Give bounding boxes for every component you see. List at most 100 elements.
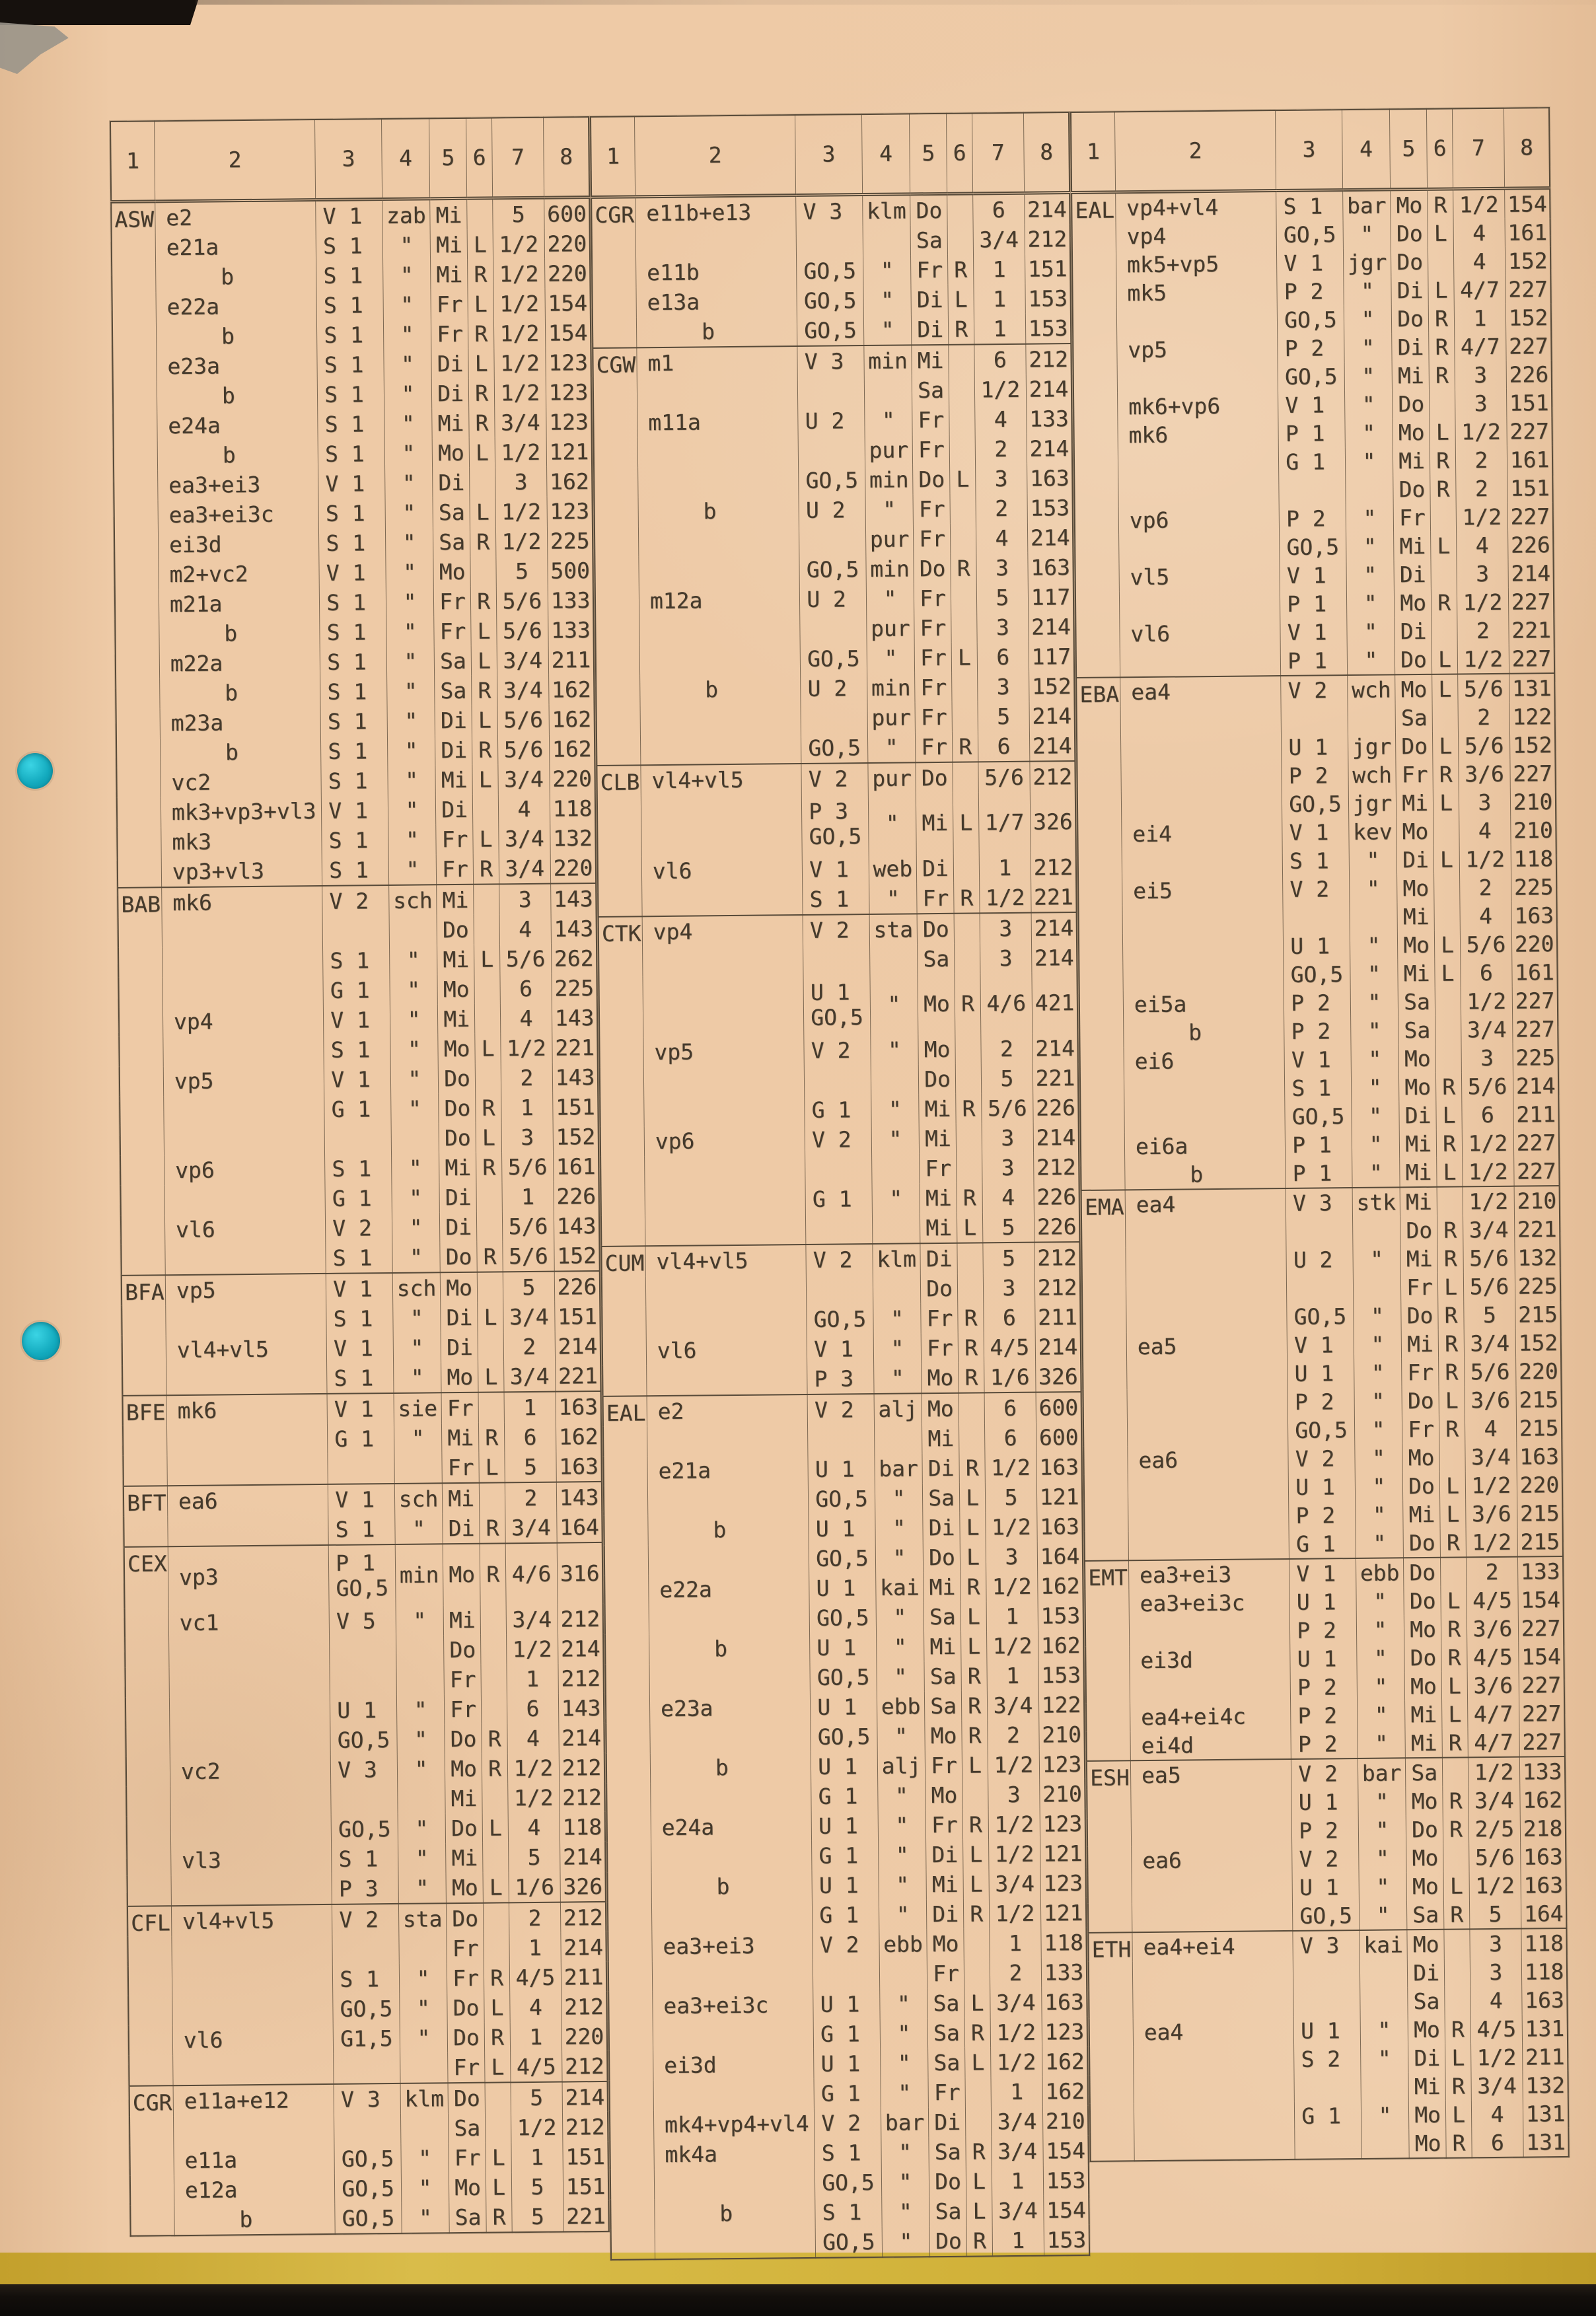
cell-class xyxy=(324,1123,392,1154)
cell-number: 162 xyxy=(1044,2048,1085,2075)
cell-fraction: 3 xyxy=(499,883,552,915)
cell-item: e11a xyxy=(173,2144,335,2176)
cell-side: L xyxy=(1439,1386,1465,1415)
cell-item: ei6 xyxy=(1123,1045,1285,1076)
cell-fraction: 3/4 xyxy=(991,2136,1044,2167)
cell-number: 215 xyxy=(1519,1386,1559,1413)
cell-day: Mi xyxy=(439,1152,477,1183)
cell-fraction: 3 xyxy=(976,552,1029,583)
table-row: mk4a S 1 " Sa R 3/4 154 xyxy=(610,2136,1088,2170)
cell-item: mk3+vp3+vl3 xyxy=(161,795,322,828)
cell-number: 133 xyxy=(550,587,591,614)
table-row: EMA ea4 V 3 stk Mi 1/2 210 xyxy=(1081,1186,1560,1561)
cell-class: GO,5 xyxy=(811,1721,877,1752)
table-row: U 1 " Mo L 1/2 163 xyxy=(1088,1871,1566,1904)
cell-code: klm xyxy=(862,194,911,227)
cell-number: 151 xyxy=(1509,474,1550,501)
cell-class xyxy=(332,1934,400,1965)
cell-side: R xyxy=(484,1963,510,1993)
cell-day: Mi xyxy=(1396,788,1434,818)
cell-fraction: 4 xyxy=(1465,1414,1517,1443)
cell-side xyxy=(949,404,975,435)
cell-day: Di xyxy=(435,705,472,736)
cell-fraction: 1/2 xyxy=(493,347,546,379)
cell-side: L xyxy=(961,1631,987,1661)
column-number: 6 xyxy=(946,113,973,194)
cell-class: S 1 xyxy=(319,587,386,618)
cell-side: L xyxy=(964,2047,991,2078)
cell-class: S 1 xyxy=(815,2196,882,2227)
cell-number: 143 xyxy=(555,1064,595,1091)
cell-number: 210 xyxy=(1513,816,1553,844)
table-row: GO,5 " Mi L 4 226 xyxy=(1075,530,1553,563)
section-bfa-1: BFA vp5 V 1 sch Mo 5 226 S 1 " Di L 3/4 151 vl4+vl5 V … xyxy=(121,1270,601,1396)
cell-code: " xyxy=(1352,1130,1400,1159)
cell-side: R xyxy=(1433,760,1459,789)
cell-code: " xyxy=(393,1362,442,1393)
cell-item xyxy=(166,1424,328,1456)
cell-side: R xyxy=(1437,1244,1463,1273)
cell-item: vp4+vl4 xyxy=(1115,190,1277,223)
cell-class: V 1 xyxy=(326,1332,394,1363)
cell-class: S 1 xyxy=(320,706,388,737)
cell-fraction: 5/6 xyxy=(495,585,548,616)
cell-item: e22a xyxy=(155,291,317,322)
cell-number: 326 xyxy=(1033,809,1073,835)
cell-code: " xyxy=(1356,1672,1405,1701)
cell-day: Mi xyxy=(437,1003,476,1034)
cell-class: V 1 xyxy=(318,468,385,499)
cell-side xyxy=(964,1928,990,1959)
cell-class: GO,5 xyxy=(809,1602,877,1633)
cell-side: R xyxy=(961,1661,988,1691)
cell-fraction: 4 xyxy=(1453,246,1505,276)
cell-class: V 1 xyxy=(315,199,382,232)
cell-fraction: 5/6 xyxy=(496,615,549,646)
table-row: ei3d U 1 " Sa L 1/2 162 xyxy=(609,2046,1087,2081)
cell-day: Mi xyxy=(1393,446,1431,476)
cell-fraction: 3 xyxy=(982,1152,1034,1183)
cell-day: Mi xyxy=(430,259,468,290)
cell-fraction: 1/2 xyxy=(507,1782,560,1813)
cell-fraction: 1 xyxy=(991,2165,1044,2196)
cell-item xyxy=(1121,790,1282,820)
cell-side: L xyxy=(1440,1500,1466,1529)
cell-class: G 1 xyxy=(323,974,390,1005)
cell-fraction: 4 xyxy=(507,1812,560,1843)
cell-number: 262 xyxy=(554,945,594,972)
cell-item: m22a xyxy=(159,647,320,679)
cell-fraction: 5/6 xyxy=(1457,673,1510,704)
table-row: GO,5 " Sa R 5 164 xyxy=(1088,1899,1566,1933)
cell-class: GO,5 xyxy=(1279,532,1346,562)
cell-side: R xyxy=(484,2022,511,2052)
table-row: GO,5 " Fr R 6 211 xyxy=(602,1302,1080,1336)
cell-number: 226 xyxy=(1509,361,1549,388)
cell-class: V 1 xyxy=(328,1483,395,1515)
cell-day: Fr xyxy=(914,672,953,703)
table-row: e24a S 1 " Mi R 3/4 123 xyxy=(113,407,591,441)
group-code: ESH xyxy=(1086,1760,1132,1933)
cell-item xyxy=(1122,904,1284,934)
table-row: G 1 " Fr 1 162 xyxy=(610,2076,1088,2111)
cell-side: R xyxy=(467,259,493,289)
cell-class: P 2 xyxy=(1290,1672,1358,1702)
cell-number: 218 xyxy=(1523,1815,1563,1842)
section-bft-1: BFT ea6 V 1 sch Mi 2 143 S 1 " Di R 3/4 164 xyxy=(123,1481,602,1547)
cell-day: Mi xyxy=(1401,1329,1439,1359)
cell-code: " xyxy=(867,732,916,764)
cell-fraction: 1/2 xyxy=(988,1838,1041,1869)
cell-number: 600 xyxy=(1038,1394,1079,1421)
cell-fraction: 2 xyxy=(500,1062,553,1093)
table-row: GO,5 " Fr L 6 117 xyxy=(596,641,1074,676)
cell-item: e11a+e12 xyxy=(172,2083,334,2117)
cell-class: U 1 xyxy=(1283,931,1350,961)
cell-class: G 1 xyxy=(325,1182,392,1213)
table-row: ea3+ei3c S 1 " Sa L 1/2 123 xyxy=(114,496,593,530)
cell-item: b xyxy=(636,316,798,348)
cell-class: S 1 xyxy=(1284,1073,1352,1103)
cell-code xyxy=(1360,2072,1409,2101)
cell-fraction: 1/2 xyxy=(986,1630,1038,1661)
cell-number: 133 xyxy=(550,616,591,643)
cell-fraction: 5/6 xyxy=(1464,1357,1517,1387)
